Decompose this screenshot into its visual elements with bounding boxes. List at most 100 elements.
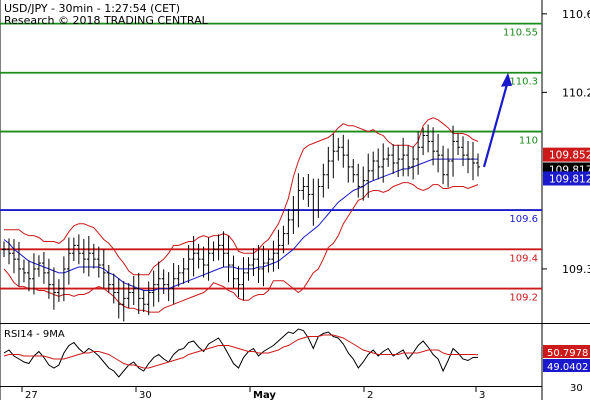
candle (266, 249, 271, 273)
rsi-panel: 30 50.7978 49.0402 (3, 328, 590, 394)
candle (306, 173, 311, 207)
candle (141, 290, 146, 313)
candle (316, 178, 321, 218)
candle (36, 255, 41, 277)
candle (136, 272, 141, 315)
candle (61, 256, 66, 302)
candle (161, 269, 166, 295)
rsi-line (3, 328, 479, 378)
candle (381, 143, 386, 183)
candle (446, 148, 451, 188)
time-tick-label: 2 (367, 390, 373, 400)
candle (146, 281, 151, 316)
candle (326, 146, 331, 189)
rsi-box-label-rsi: 49.0402 (547, 362, 588, 373)
candle (301, 177, 306, 200)
candle (456, 133, 461, 156)
candle (11, 239, 16, 274)
price-box-upper (543, 147, 590, 162)
forecast-arrow-head (501, 72, 512, 87)
candle (31, 253, 36, 295)
candle (221, 231, 226, 268)
candle (386, 147, 391, 167)
candle (391, 144, 396, 174)
time-tick-label: 30 (139, 390, 152, 400)
bollinger-lower-line (3, 182, 479, 313)
candle (321, 163, 326, 198)
candle (56, 279, 61, 302)
price-box-label-upper: 109.852 (549, 150, 590, 162)
candle (406, 145, 411, 177)
candle (181, 257, 186, 284)
moving-average-line (3, 158, 478, 291)
candle (211, 241, 216, 262)
candle (226, 235, 231, 283)
candle (86, 235, 91, 277)
candle (26, 260, 31, 292)
candle (151, 270, 156, 307)
level-label-110.55: 110.55 (503, 28, 538, 39)
chart-subtitle: Research © 2018 TRADING CENTRAL (4, 14, 209, 27)
candle (431, 127, 436, 166)
candle (356, 163, 361, 198)
candle (411, 146, 416, 180)
candle (276, 229, 281, 269)
candle (171, 263, 176, 305)
price-panel: 110.55 110.3 110 109.6 109.4 109.2 (0, 22, 542, 322)
candle (126, 283, 131, 308)
candle (351, 159, 356, 183)
candle (366, 153, 371, 198)
candle (106, 265, 111, 293)
time-axis: 27 30 May 2 3 (21, 386, 485, 400)
candle (476, 153, 480, 177)
candle (101, 249, 106, 289)
candle (71, 237, 76, 262)
level-label-109.2: 109.2 (509, 293, 538, 304)
candle (251, 248, 256, 277)
price-tick-label: 109.3 (562, 263, 590, 276)
candle (281, 225, 286, 254)
candle (2, 241, 6, 258)
candle (231, 255, 236, 289)
candle (336, 137, 341, 161)
candle (191, 235, 196, 277)
rsi-box-ma (543, 345, 590, 358)
candle (81, 239, 86, 274)
candle (451, 125, 456, 177)
candle (246, 257, 251, 281)
time-tick-label: May (253, 390, 276, 400)
candle (286, 208, 291, 245)
price-tick-label: 110.6 (562, 8, 590, 21)
forecast-arrow-line (482, 80, 510, 168)
candle (51, 267, 56, 310)
candle (471, 141, 476, 181)
candle (131, 276, 136, 306)
candle (21, 259, 26, 283)
candle (186, 245, 191, 284)
candle (176, 265, 181, 287)
candle (371, 151, 376, 181)
candle (311, 178, 316, 226)
candle (216, 234, 221, 261)
candle (236, 266, 241, 298)
candle (196, 243, 201, 269)
candle (46, 258, 51, 299)
candle (396, 144, 401, 178)
candle (66, 237, 71, 285)
candle (296, 173, 301, 228)
candle (271, 240, 276, 272)
candle (331, 133, 336, 179)
candle (166, 272, 171, 302)
candle (116, 278, 121, 319)
candle (76, 234, 81, 265)
candle (341, 134, 346, 168)
candle (416, 131, 421, 175)
candle (16, 241, 21, 287)
candle (436, 133, 441, 173)
candle (401, 137, 406, 177)
candle (256, 245, 261, 284)
level-label-110: 110 (519, 136, 538, 147)
candle (426, 124, 431, 153)
time-tick-label: 27 (25, 390, 38, 400)
